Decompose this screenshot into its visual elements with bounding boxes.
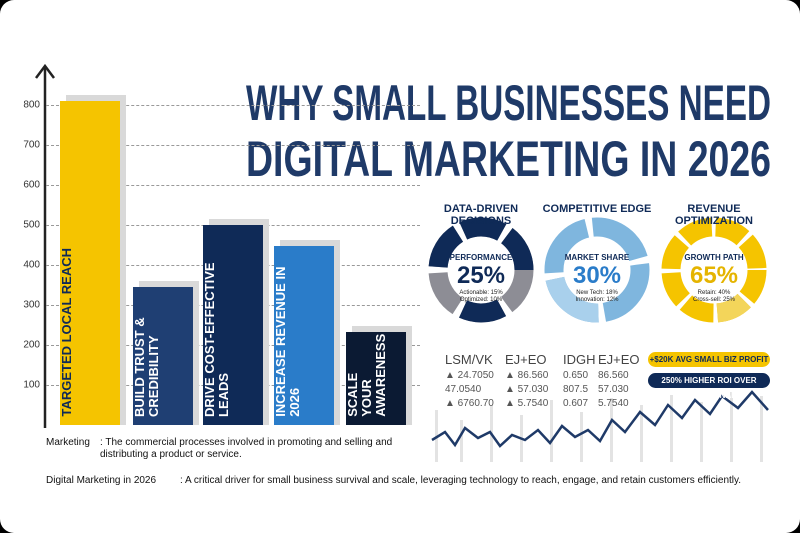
title-line: DIGITAL MARKETING IN 2026 (246, 131, 771, 187)
panel-detail: Cross-sell: 25% (692, 297, 735, 303)
definition-body: The commercial processes involved in pro… (100, 437, 393, 460)
stats-cell: 0.607 (563, 398, 589, 409)
panel-detail: New Tech: 18% (576, 290, 618, 296)
badge: 250% HIGHER ROI OVER TRADITIONAL (648, 373, 770, 400)
stats-cell: 47.0540 (445, 384, 482, 395)
panel-detail: Retain: 40% (697, 290, 731, 296)
y-tick-label: 800 (23, 99, 40, 111)
panel-label: MARKET SHARE (564, 253, 630, 262)
stats-cell: ▲ 5.7540 (505, 398, 549, 409)
bar-label: BUILD TRUST & CREDIBILITY (132, 317, 161, 417)
stats-header: LSM/VK (445, 352, 493, 367)
badge: +$20K AVG SMALL BIZ PROFIT (648, 352, 770, 367)
panel-value: 30% (572, 262, 622, 289)
bar: DRIVE COST-EFFECTIVE LEADS (202, 225, 263, 425)
stats-cell: 57.030 (598, 384, 629, 395)
stats-cell: 0.650 (563, 370, 589, 381)
stats-header: IDGH (563, 352, 596, 367)
stats-header: EJ+EO (598, 352, 640, 367)
bar: BUILD TRUST & CREDIBILITY (132, 287, 193, 425)
definition-text: : The commercial processes involved in p… (100, 437, 393, 460)
bar-label: INCREASE REVENUE IN 2026 (273, 266, 302, 417)
definition-text: : A critical driver for small business s… (180, 475, 742, 486)
panel-heading: REVENUE OPTIMIZATION (674, 203, 753, 227)
bar-chart: 100 200 300 400 500 600 700 800 TARGETED LOCAL R… (0, 0, 430, 430)
panel-label: PERFORMANCE (449, 253, 513, 262)
bar-label: TARGETED LOCAL REACH (59, 248, 74, 417)
stats-cell: ▲ 86.560 (505, 370, 549, 381)
y-tick-label: 200 (23, 339, 40, 351)
bar-label: DRIVE COST-EFFECTIVE LEADS (202, 262, 231, 417)
stats-cell: ▲ 57.030 (505, 384, 549, 395)
bar: TARGETED LOCAL REACH (59, 101, 120, 425)
panel-value: 65% (689, 262, 739, 289)
definition-body: A critical driver for small business sur… (185, 475, 742, 486)
definition-term: Digital Marketing in 2026 (46, 475, 157, 486)
panel-label: GROWTH PATH (684, 253, 744, 262)
panel-detail: Optimized: 10% (459, 297, 503, 303)
panel-value: 25% (456, 262, 506, 289)
stats-cell: ▲ 6760.70 (445, 398, 494, 409)
bar: SCALE YOUR AWARENESS (345, 332, 406, 425)
bar: INCREASE REVENUE IN 2026 (273, 246, 334, 425)
panel-heading: COMPETITIVE EDGE (542, 203, 652, 215)
title-line: WHY SMALL BUSINESSES NEED (246, 75, 771, 131)
stats-header: EJ+EO (505, 352, 547, 367)
y-tick-label: 100 (23, 379, 40, 391)
y-tick-label: 500 (23, 219, 40, 231)
bar-label: SCALE YOUR AWARENESS (345, 333, 388, 417)
grid-line (46, 185, 420, 186)
panel-detail: Innovation: 12% (575, 297, 619, 303)
y-tick-label: 300 (23, 299, 40, 311)
y-tick-label: 600 (23, 179, 40, 191)
stats-cell: ▲ 24.7050 (445, 370, 494, 381)
y-tick-label: 700 (23, 139, 40, 151)
panel-heading: DATA-DRIVEN DECISIONS (443, 203, 519, 227)
stats-cell: 807.5 (563, 384, 589, 395)
y-tick-label: 400 (23, 259, 40, 271)
panel-detail: Actionable: 15% (459, 290, 503, 296)
grid-line (46, 145, 420, 146)
stats-cell: 86.560 (598, 370, 629, 381)
definition-term: Marketing (46, 437, 90, 448)
grid-line (46, 105, 420, 106)
stats-cell: 5.7540 (598, 398, 629, 409)
